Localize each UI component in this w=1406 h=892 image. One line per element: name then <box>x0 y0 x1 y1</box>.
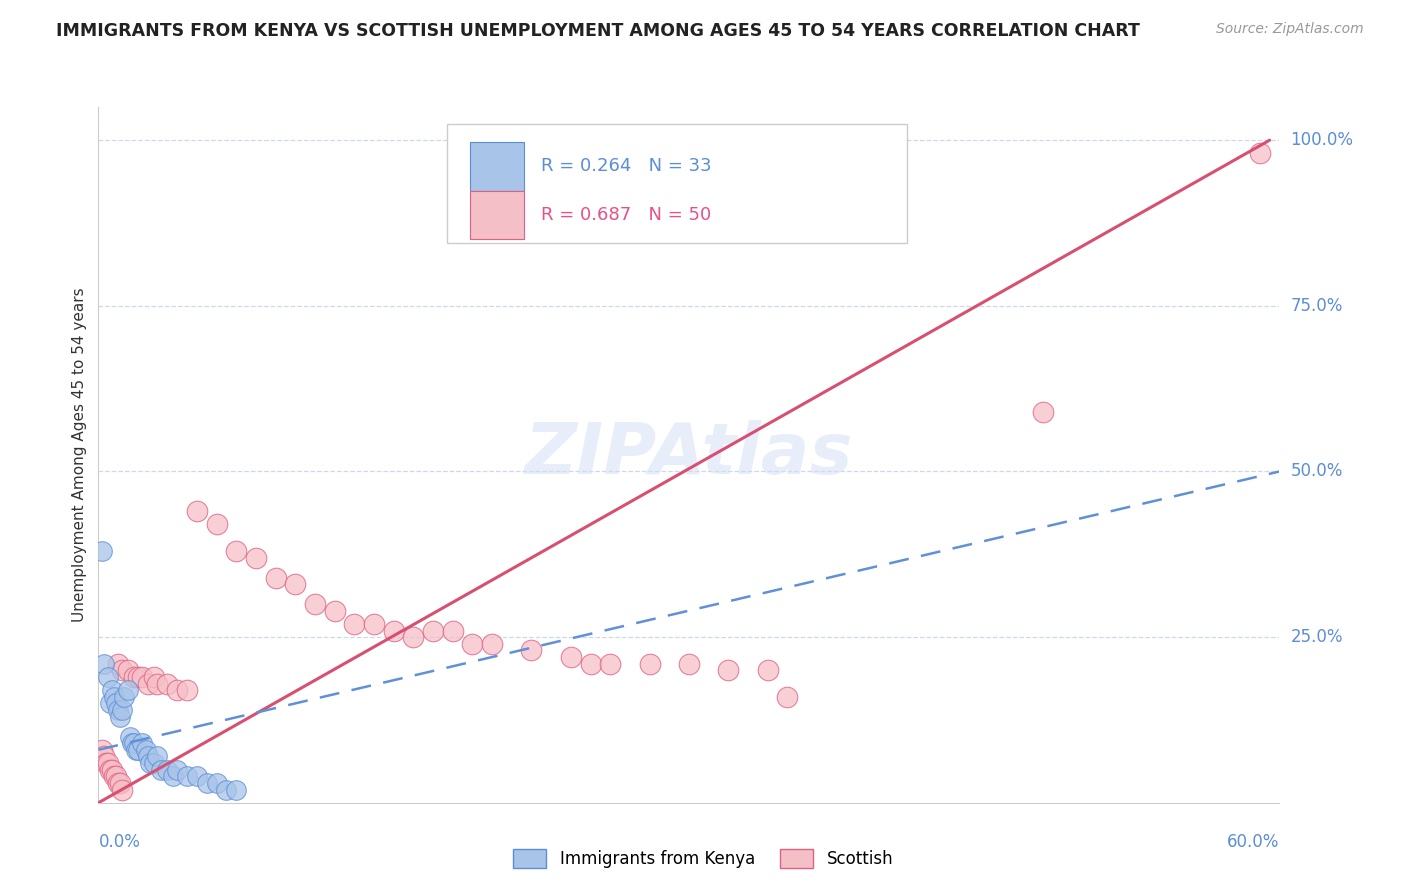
Point <box>166 763 188 777</box>
Point <box>135 743 157 757</box>
Point <box>1032 405 1054 419</box>
Point <box>107 776 129 790</box>
Point <box>579 657 602 671</box>
Point <box>98 697 121 711</box>
Point <box>97 756 120 770</box>
FancyBboxPatch shape <box>471 142 523 191</box>
Point <box>176 769 198 783</box>
Text: 75.0%: 75.0% <box>1291 297 1343 315</box>
Point <box>122 736 145 750</box>
Point <box>108 776 131 790</box>
Text: 25.0%: 25.0% <box>1291 628 1343 646</box>
FancyBboxPatch shape <box>471 191 523 239</box>
Point <box>117 663 139 677</box>
Point <box>166 683 188 698</box>
Point <box>520 643 543 657</box>
FancyBboxPatch shape <box>447 124 907 243</box>
Point <box>142 670 165 684</box>
Point <box>93 749 115 764</box>
Point <box>323 604 346 618</box>
Point <box>284 577 307 591</box>
Point <box>156 676 179 690</box>
Point <box>382 624 405 638</box>
Point <box>108 709 131 723</box>
Point <box>105 697 128 711</box>
Point <box>118 730 141 744</box>
Text: IMMIGRANTS FROM KENYA VS SCOTTISH UNEMPLOYMENT AMONG AGES 45 TO 54 YEARS CORRELA: IMMIGRANTS FROM KENYA VS SCOTTISH UNEMPL… <box>56 22 1140 40</box>
Point <box>776 690 799 704</box>
Point <box>93 657 115 671</box>
Point <box>127 743 149 757</box>
Point <box>136 749 159 764</box>
Point <box>146 749 169 764</box>
Point <box>91 743 114 757</box>
Point <box>481 637 503 651</box>
Point <box>245 550 267 565</box>
Point <box>107 657 129 671</box>
Text: 50.0%: 50.0% <box>1291 462 1343 481</box>
Point <box>98 763 121 777</box>
Point <box>103 690 125 704</box>
Text: R = 0.687   N = 50: R = 0.687 N = 50 <box>541 206 711 224</box>
Point <box>638 657 661 671</box>
Point <box>205 776 228 790</box>
Point <box>127 670 149 684</box>
Text: 100.0%: 100.0% <box>1291 131 1354 149</box>
Point <box>422 624 444 638</box>
Point <box>91 544 114 558</box>
Point <box>111 663 134 677</box>
Point <box>215 782 238 797</box>
Point <box>461 637 484 651</box>
Point <box>112 690 135 704</box>
Point <box>205 517 228 532</box>
Point <box>363 616 385 631</box>
Point <box>441 624 464 638</box>
Point <box>107 703 129 717</box>
Point <box>195 776 218 790</box>
Point <box>264 570 287 584</box>
Point <box>111 703 134 717</box>
Point <box>186 769 208 783</box>
Point <box>125 743 148 757</box>
Point <box>146 676 169 690</box>
Point <box>142 756 165 770</box>
Point <box>136 676 159 690</box>
Point <box>131 736 153 750</box>
Point <box>156 763 179 777</box>
Text: 0.0%: 0.0% <box>98 833 141 851</box>
Point <box>225 544 247 558</box>
Point <box>138 756 160 770</box>
Point <box>96 756 118 770</box>
Point <box>560 650 582 665</box>
Point <box>678 657 700 671</box>
Text: R = 0.264   N = 33: R = 0.264 N = 33 <box>541 157 711 175</box>
Point <box>304 597 326 611</box>
Y-axis label: Unemployment Among Ages 45 to 54 years: Unemployment Among Ages 45 to 54 years <box>72 287 87 623</box>
Point <box>101 683 124 698</box>
Point <box>225 782 247 797</box>
Point <box>97 670 120 684</box>
Text: 60.0%: 60.0% <box>1227 833 1279 851</box>
Legend: Immigrants from Kenya, Scottish: Immigrants from Kenya, Scottish <box>506 842 900 875</box>
Point <box>162 769 184 783</box>
Point <box>101 763 124 777</box>
Point <box>117 683 139 698</box>
Point <box>402 630 425 644</box>
Point <box>599 657 621 671</box>
Text: ZIPAtlas: ZIPAtlas <box>524 420 853 490</box>
Point <box>121 736 143 750</box>
Point <box>343 616 366 631</box>
Point <box>131 670 153 684</box>
Point <box>150 763 173 777</box>
Point <box>186 504 208 518</box>
Point <box>103 769 125 783</box>
Point <box>717 663 740 677</box>
Point <box>176 683 198 698</box>
Text: Source: ZipAtlas.com: Source: ZipAtlas.com <box>1216 22 1364 37</box>
Point <box>122 670 145 684</box>
Point <box>105 769 128 783</box>
Point <box>1249 146 1271 161</box>
Point <box>756 663 779 677</box>
Point <box>111 782 134 797</box>
